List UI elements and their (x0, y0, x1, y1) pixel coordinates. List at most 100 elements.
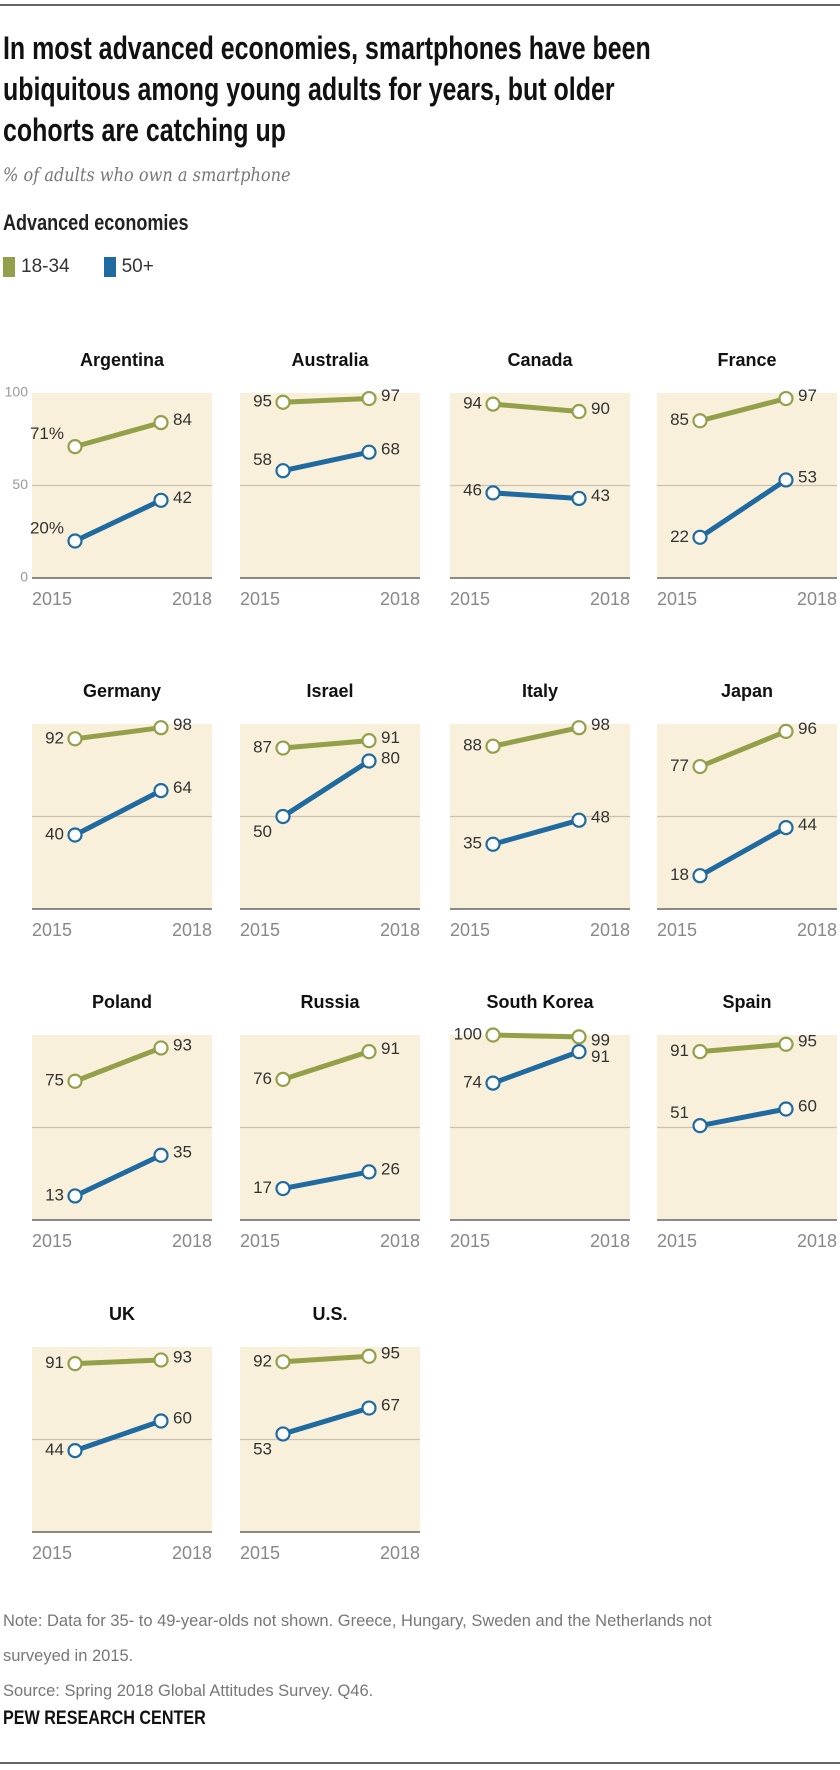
series-50plus-line (280, 449, 372, 474)
y-tick-label: 50 (12, 476, 28, 492)
data-label: 94 (463, 394, 482, 413)
series-18-34-line (280, 1049, 372, 1082)
series-18-34-point (485, 396, 501, 412)
data-label: 76 (253, 1069, 272, 1088)
data-label: 35 (173, 1143, 192, 1162)
series-18-34-line (72, 1045, 164, 1084)
data-label: 93 (173, 1035, 192, 1054)
series-18-34-line (280, 1353, 372, 1365)
series-50plus-line (280, 1169, 372, 1192)
series-50plus-point (67, 1442, 83, 1459)
series-18-34-point (571, 403, 587, 420)
series-50plus-point (275, 1426, 291, 1442)
series-18-34-line (490, 1032, 582, 1040)
legend-item-18-34: 18-34 (3, 256, 70, 278)
x-tick-label: 2015 (32, 1543, 72, 1563)
data-label: 80 (381, 748, 400, 767)
data-label: 53 (798, 467, 817, 486)
x-tick-label: 2018 (797, 920, 837, 940)
series-18-34-line (280, 396, 372, 405)
series-18-34-line (280, 738, 372, 751)
series-50plus-point (361, 1164, 377, 1180)
title-line: In most advanced economies, smartphones … (3, 30, 651, 66)
series-18-34-point (692, 758, 708, 775)
data-label: 17 (253, 1178, 272, 1197)
series-18-34-point (67, 731, 83, 747)
series-18-34-point (275, 394, 291, 410)
chart-subtitle: % of adults who own a smartphone (3, 164, 291, 186)
data-label: 51 (670, 1103, 689, 1122)
series-50plus-line (280, 758, 372, 819)
data-label: 93 (173, 1347, 192, 1366)
small-multiples-chart: Argentina 2015 2018 100 50 0 71% 84 20% 42 Austral… (5, 350, 837, 1563)
data-label: 92 (253, 1351, 272, 1370)
data-label: 46 (463, 480, 482, 499)
data-label: 95 (381, 1344, 400, 1363)
x-tick-label: 2018 (590, 1231, 630, 1251)
panel-title: Poland (92, 992, 152, 1012)
y-tick-label: 100 (5, 384, 29, 400)
panel-title: Argentina (80, 350, 165, 370)
data-label: 87 (253, 738, 272, 757)
data-label: 100 (454, 1024, 482, 1043)
series-18-34-point (67, 1073, 83, 1089)
data-label: 60 (173, 1408, 192, 1427)
x-tick-label: 2015 (450, 589, 490, 609)
series-50plus-point (485, 836, 501, 852)
series-50plus-point (692, 868, 708, 884)
data-label: 98 (173, 715, 192, 734)
series-50plus-point (67, 1188, 83, 1204)
panel-title: Italy (522, 681, 558, 701)
series-50plus-line (490, 1049, 582, 1086)
data-label: 88 (463, 736, 482, 755)
series-18-34-line (72, 420, 164, 450)
chart-title: In most advanced economies, smartphones … (3, 28, 651, 151)
series-18-34-line (490, 401, 582, 414)
data-label: 44 (45, 1440, 64, 1459)
data-label: 20% (30, 518, 64, 537)
panel-title: Israel (306, 681, 353, 701)
top-rule (0, 4, 840, 6)
data-label: 26 (381, 1159, 400, 1178)
data-label: 13 (45, 1185, 64, 1204)
series-50plus-point (361, 753, 377, 769)
series-50plus-point (778, 819, 794, 836)
series-50plus-point (485, 485, 501, 501)
series-50plus-point (571, 1044, 587, 1060)
source-text: Source: Spring 2018 Global Attitudes Sur… (3, 1682, 374, 1700)
data-label: 48 (591, 808, 610, 827)
series-50plus-point (275, 463, 291, 479)
series-50plus-point (571, 490, 587, 507)
legend-label: 50+ (121, 256, 154, 277)
title-line: ubiquitous among young adults for years,… (3, 71, 615, 107)
brand-logo-text: PEW RESEARCH CENTER (3, 1708, 206, 1729)
panel-title: Canada (507, 350, 573, 370)
legend-swatch (103, 257, 116, 277)
data-label: 77 (670, 756, 689, 775)
series-50plus-point (153, 492, 169, 508)
bottom-rule (0, 1762, 840, 1764)
data-label: 58 (253, 450, 272, 469)
series-50plus-point (67, 533, 83, 549)
series-50plus-point (778, 1101, 794, 1117)
series-18-34-point (67, 1356, 83, 1372)
series-18-34-point (275, 1071, 291, 1088)
data-label: 68 (381, 440, 400, 459)
x-tick-label: 2015 (657, 920, 697, 940)
series-18-34-point (778, 723, 794, 740)
data-label: 60 (798, 1096, 817, 1115)
data-label: 42 (173, 488, 192, 507)
y-tick-label: 0 (20, 569, 28, 585)
data-label: 53 (253, 1439, 272, 1458)
x-tick-label: 2015 (32, 1231, 72, 1251)
series-18-34-line (697, 728, 789, 770)
series-50plus-line (72, 788, 164, 838)
series-50plus-line (697, 1106, 789, 1129)
panel-title: Spain (722, 992, 771, 1012)
data-label: 95 (253, 392, 272, 411)
series-18-34-point (153, 720, 169, 736)
x-tick-label: 2018 (797, 1231, 837, 1251)
series-50plus-point (153, 1147, 169, 1163)
panel-title: Germany (83, 681, 161, 701)
series-50plus-point (275, 1180, 291, 1197)
